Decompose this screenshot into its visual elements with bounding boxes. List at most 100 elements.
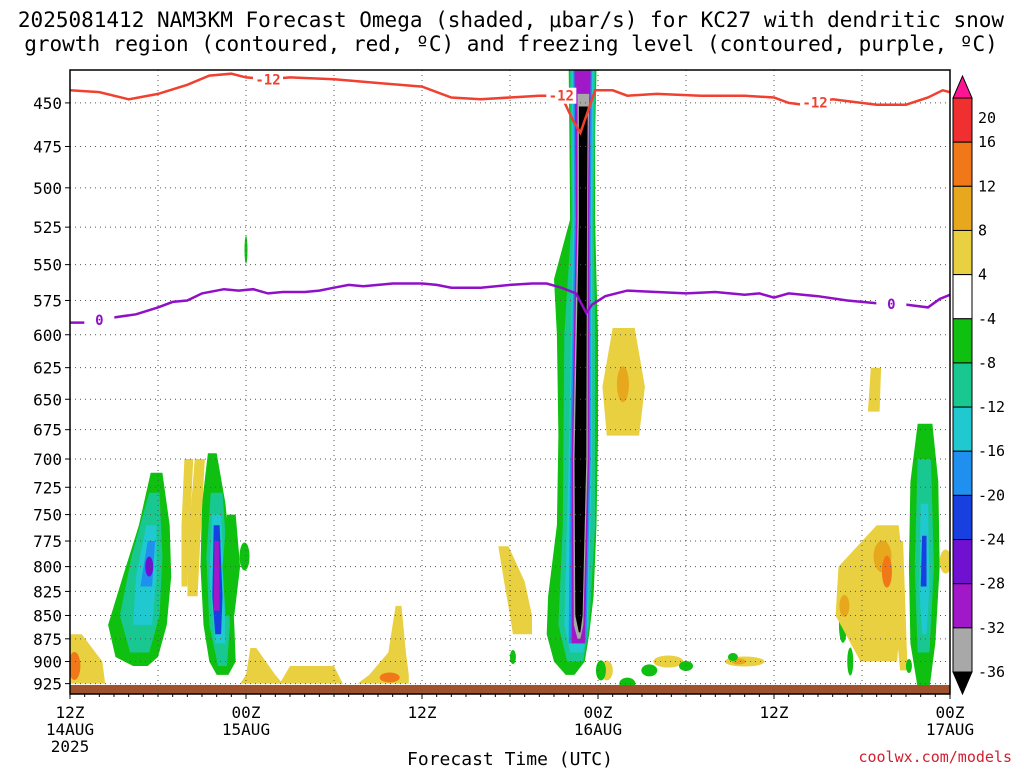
colorbar-band bbox=[952, 274, 973, 320]
omega-sink-e-p4 bbox=[867, 367, 882, 412]
colorbar-band bbox=[952, 97, 973, 143]
colorbar-band bbox=[952, 406, 973, 452]
y-tick-label: 850 bbox=[33, 606, 62, 625]
omega-sink-i-p4 bbox=[939, 549, 950, 574]
y-tick-label: 675 bbox=[33, 421, 62, 440]
colorbar-tick-label: 8 bbox=[978, 221, 987, 239]
colorbar-band bbox=[952, 318, 973, 364]
x-tick-label: 00Z bbox=[936, 703, 965, 722]
x-tick-label: 00Z bbox=[232, 703, 261, 722]
contour-label-bg bbox=[84, 311, 115, 328]
omega-cell-b-east bbox=[222, 514, 241, 616]
omega-sink-surface-2 bbox=[279, 666, 343, 684]
omega-sink-g-p4 bbox=[894, 541, 908, 671]
colorbar-band bbox=[952, 494, 973, 541]
colorbar-tick-label: -4 bbox=[978, 310, 996, 328]
y-tick-label: 600 bbox=[33, 326, 62, 345]
omega-cell-a-core bbox=[145, 556, 154, 577]
y-tick-label: 625 bbox=[33, 359, 62, 378]
omega-sink-surface-3b bbox=[379, 672, 400, 683]
colorbar-tick-label: -16 bbox=[978, 442, 1005, 460]
contour-line bbox=[70, 282, 950, 324]
y-tick-label: 875 bbox=[33, 630, 62, 649]
colorbar-band bbox=[952, 450, 973, 496]
axes: 450 475 500 525 550 575 600 625 650 675 700 725 750 7… bbox=[33, 69, 974, 756]
omega-speck-5 bbox=[905, 658, 912, 673]
colorbar-band bbox=[952, 229, 973, 276]
colorbar-extend-bottom bbox=[952, 671, 973, 696]
contour-label-bg bbox=[800, 94, 831, 111]
colorbar-band bbox=[952, 539, 973, 585]
terrain-band bbox=[70, 685, 950, 694]
colorbar-tick-label: 12 bbox=[978, 177, 996, 195]
contour-label: 0 bbox=[95, 313, 103, 329]
colorbar-band bbox=[952, 185, 973, 231]
y-tick-label: 650 bbox=[33, 390, 62, 409]
y-tick-label: 700 bbox=[33, 450, 62, 469]
x-tick-label: 15AUG bbox=[222, 720, 270, 739]
colorbar-tick-label: -8 bbox=[978, 354, 996, 372]
omega-core-m36 bbox=[574, 106, 588, 633]
contour-label: -12 bbox=[802, 96, 827, 112]
y-tick-label: 475 bbox=[33, 137, 62, 156]
omega-speck-4 bbox=[727, 653, 738, 662]
y-tick-label: 800 bbox=[33, 558, 62, 577]
colorbar-tick-label: -12 bbox=[978, 398, 1005, 416]
contour-label-bg bbox=[253, 71, 283, 88]
omega-cell-b-fleck bbox=[239, 542, 250, 571]
omega-sink-f-p8b bbox=[839, 594, 850, 617]
omega-sink-a2 bbox=[182, 472, 189, 504]
y-tick-label: 750 bbox=[33, 506, 62, 525]
colorbar-tick-label: 20 bbox=[978, 109, 996, 127]
colorbar-tick-label: -36 bbox=[978, 663, 1005, 681]
x-axis-label: Forecast Time (UTC) bbox=[407, 749, 613, 768]
y-tick-label: 575 bbox=[33, 291, 62, 310]
y-tick-label: 900 bbox=[33, 653, 62, 672]
y-tick-label: 500 bbox=[33, 179, 62, 198]
x-tick-label: 16AUG bbox=[574, 720, 622, 739]
omega-cell-c-m20 bbox=[920, 535, 927, 587]
plot-clip-group: -12 -12 -12 00 bbox=[70, 70, 950, 694]
omega-sink-f-p12 bbox=[881, 555, 892, 588]
x-tick-label: 14AUG bbox=[46, 720, 94, 739]
colorbar-band bbox=[952, 627, 973, 673]
grid bbox=[70, 70, 950, 694]
colorbar: 20 16 12 8 4 -4 -8 -12 -16 -20 -24 -28 -32 -36 bbox=[952, 74, 1005, 696]
omega-sink-f-p4 bbox=[835, 525, 904, 662]
colorbar-band bbox=[952, 583, 973, 629]
colorbar-band bbox=[952, 141, 973, 187]
contour-dgz-minus12: -12 -12 -12 bbox=[70, 71, 950, 136]
colorbar-band bbox=[952, 362, 973, 408]
x-tick-label: 17AUG bbox=[926, 720, 974, 739]
contour-line bbox=[70, 72, 950, 136]
y-tick-label: 550 bbox=[33, 256, 62, 275]
plot-area: -12 -12 -12 00 bbox=[70, 70, 950, 694]
colorbar-tick-label: 16 bbox=[978, 133, 996, 151]
y-tick-label: 725 bbox=[33, 478, 62, 497]
credit-text: coolwx.com/models bbox=[858, 748, 1012, 766]
omega-speck-6 bbox=[509, 650, 516, 665]
contour-label: -12 bbox=[549, 89, 574, 105]
y-tick-label: 825 bbox=[33, 582, 62, 601]
x-tick-label: 00Z bbox=[584, 703, 613, 722]
contour-label: -12 bbox=[255, 72, 280, 88]
colorbar-tick-label: -28 bbox=[978, 575, 1005, 593]
omega-cell-b-spike bbox=[244, 235, 248, 264]
chart-title-line-2: growth region (contoured, red, ºC) and f… bbox=[24, 32, 998, 56]
colorbar-tick-label: -20 bbox=[978, 486, 1005, 504]
colorbar-tick-label: 4 bbox=[978, 266, 987, 284]
contour-freezing-level: 00 bbox=[70, 282, 950, 329]
colorbar-tick-label: -24 bbox=[978, 531, 1005, 549]
omega-sink-c-p4 bbox=[498, 546, 532, 635]
x-tick-label: 12Z bbox=[760, 703, 789, 722]
y-tick-label: 525 bbox=[33, 218, 62, 237]
omega-sink-west-p12 bbox=[70, 651, 81, 680]
x-tick-label: 2025 bbox=[51, 737, 90, 756]
omega-sink-b-p4 bbox=[187, 459, 205, 597]
omega-speck-7 bbox=[595, 660, 606, 681]
omega-sink-d-p8 bbox=[616, 366, 629, 403]
y-tick-label: 925 bbox=[33, 675, 62, 694]
y-tick-label: 450 bbox=[33, 94, 62, 113]
